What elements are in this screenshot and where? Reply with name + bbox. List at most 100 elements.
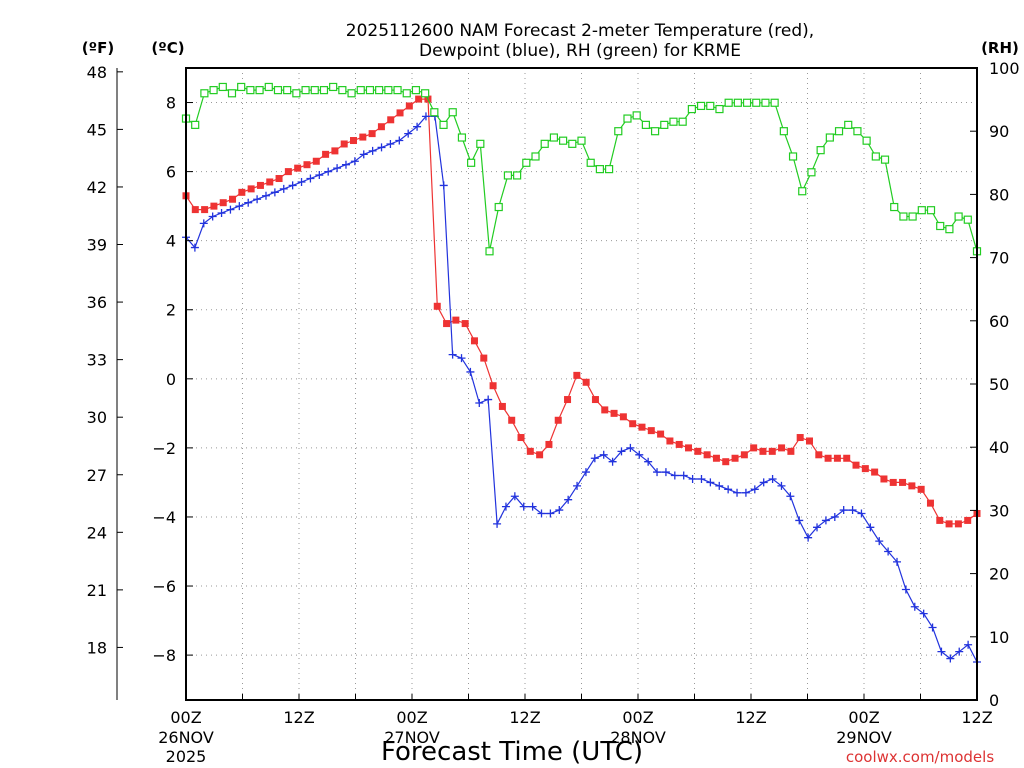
rh-point bbox=[549, 133, 559, 142]
dewpoint-point bbox=[893, 557, 902, 566]
rh-point bbox=[319, 86, 329, 95]
temperature-point bbox=[843, 454, 851, 462]
rh-point bbox=[559, 136, 568, 145]
celsius-tick-label: −8 bbox=[152, 646, 176, 665]
dewpoint-point bbox=[466, 367, 475, 376]
temperature-point bbox=[815, 451, 823, 459]
dewpoint-point bbox=[404, 129, 413, 138]
temperature-point bbox=[759, 447, 767, 455]
rh-point bbox=[191, 120, 200, 129]
temperature-point bbox=[331, 147, 339, 155]
rh-point bbox=[586, 158, 595, 167]
dewpoint-point bbox=[635, 450, 644, 459]
temperature-point bbox=[610, 409, 618, 417]
dewpoint-point bbox=[848, 506, 857, 515]
dewpoint-point bbox=[448, 350, 457, 359]
rh-point bbox=[945, 225, 954, 234]
rh-point bbox=[568, 139, 577, 148]
rh-point bbox=[255, 86, 264, 95]
dewpoint-point bbox=[484, 395, 493, 404]
x-tick-label: 12Z bbox=[735, 708, 766, 727]
rh-point bbox=[954, 212, 963, 221]
dewpoint-point bbox=[884, 547, 893, 556]
dewpoint-point bbox=[830, 512, 839, 521]
rh-point bbox=[890, 202, 899, 212]
fahrenheit-tick-label: 18 bbox=[87, 638, 107, 657]
rh-point bbox=[375, 86, 384, 95]
rh-point bbox=[513, 171, 522, 180]
x-tick-label: 00Z bbox=[170, 708, 201, 727]
dewpoint-point bbox=[901, 585, 910, 594]
rh-point bbox=[641, 120, 650, 129]
rh-point bbox=[421, 89, 430, 98]
rh-point bbox=[595, 165, 604, 174]
temperature-point bbox=[926, 499, 934, 507]
dewpoint-point bbox=[919, 609, 928, 618]
dewpoint-point bbox=[670, 471, 679, 480]
rh-point bbox=[632, 111, 641, 120]
temperature-point bbox=[685, 444, 693, 452]
x-tick-label: 12Z bbox=[283, 708, 314, 727]
rh-point bbox=[329, 82, 338, 92]
dewpoint-point bbox=[653, 468, 662, 477]
rh-unit-label: (RH) bbox=[981, 39, 1019, 57]
temperature-point bbox=[619, 413, 627, 421]
temperature-point bbox=[489, 382, 497, 390]
temperature-point bbox=[833, 454, 841, 462]
dewpoint-point bbox=[821, 516, 830, 525]
rh-point bbox=[522, 158, 531, 167]
rh-point bbox=[310, 86, 319, 95]
dewpoint-point bbox=[235, 202, 244, 211]
temperature-point bbox=[954, 520, 962, 528]
dewpoint-point bbox=[306, 174, 315, 183]
dewpoint-point bbox=[661, 468, 670, 477]
rh-point bbox=[963, 215, 972, 224]
temperature-point bbox=[247, 185, 255, 193]
rh-point bbox=[798, 187, 807, 196]
x-tick-date-label: 26NOV bbox=[158, 728, 214, 747]
fahrenheit-tick-label: 45 bbox=[87, 120, 107, 139]
temperature-point bbox=[275, 175, 283, 183]
temperature-point bbox=[638, 423, 646, 431]
dewpoint-point bbox=[706, 478, 715, 487]
rh-point bbox=[347, 89, 356, 98]
temperature-point bbox=[350, 137, 358, 145]
temperature-point bbox=[908, 482, 916, 490]
fahrenheit-tick-label: 42 bbox=[87, 178, 107, 197]
rh-point bbox=[706, 101, 715, 111]
dewpoint-point bbox=[519, 502, 528, 511]
temperature-point bbox=[498, 402, 506, 410]
rh-tick-label: 100 bbox=[989, 59, 1020, 78]
fahrenheit-tick-label: 21 bbox=[87, 581, 107, 600]
temperature-point bbox=[377, 123, 385, 131]
dewpoint-point bbox=[724, 485, 733, 494]
temperature-point bbox=[778, 444, 786, 452]
dewpoint-point bbox=[341, 160, 350, 169]
dewpoint-point bbox=[279, 184, 288, 193]
temperature-point bbox=[443, 320, 451, 328]
temperature-point bbox=[712, 454, 720, 462]
rh-point bbox=[871, 152, 880, 161]
celsius-tick-label: 2 bbox=[166, 301, 176, 320]
dewpoint-point bbox=[226, 205, 235, 214]
dewpoint-point bbox=[741, 488, 750, 497]
rh-point bbox=[807, 168, 816, 177]
temperature-point bbox=[322, 150, 330, 158]
rh-point bbox=[761, 98, 770, 107]
temperature-point bbox=[805, 437, 813, 445]
rh-point bbox=[724, 98, 733, 107]
temperature-point bbox=[201, 206, 209, 214]
dewpoint-point bbox=[421, 112, 430, 121]
dewpoint-point bbox=[839, 506, 848, 515]
rh-point bbox=[844, 120, 853, 129]
rh-point bbox=[678, 117, 687, 126]
rh-point bbox=[246, 86, 255, 95]
temperature-point bbox=[517, 434, 525, 442]
dewpoint-point bbox=[270, 188, 279, 197]
temperature-point bbox=[573, 371, 581, 379]
dewpoint-point bbox=[617, 447, 626, 456]
temperature-point bbox=[852, 461, 860, 469]
celsius-tick-label: 0 bbox=[166, 370, 176, 389]
rh-point bbox=[356, 86, 365, 95]
rh-point bbox=[715, 104, 724, 114]
